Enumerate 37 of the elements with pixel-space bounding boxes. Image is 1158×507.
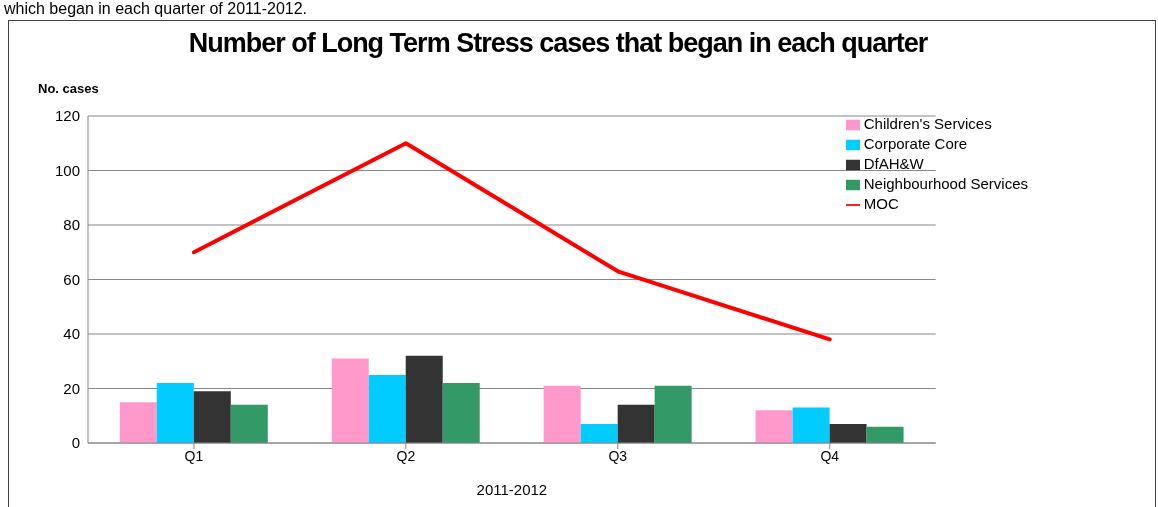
bar bbox=[442, 383, 480, 443]
y-tick-label: 80 bbox=[63, 216, 80, 234]
y-tick-label: 20 bbox=[63, 379, 80, 397]
bar bbox=[866, 426, 904, 443]
text: which began in each quarter of 2011-2012. bbox=[4, 0, 308, 17]
bar bbox=[331, 358, 369, 443]
legend-label: DfAH&W bbox=[863, 155, 924, 172]
y-tick-label: 120 bbox=[54, 107, 80, 125]
legend-label: Neighbourhood Services bbox=[863, 175, 1028, 192]
x-tick-label: Q3 bbox=[608, 447, 628, 464]
bar bbox=[156, 383, 194, 443]
bar bbox=[829, 423, 867, 443]
chart-title: Number of Long Term Stress cases that began in each quarter bbox=[187, 27, 929, 60]
y-tick-label: 60 bbox=[63, 270, 80, 288]
bar bbox=[368, 374, 406, 443]
y-axis-title: No. cases bbox=[38, 81, 99, 96]
bar bbox=[230, 404, 268, 443]
y-tick-label: 0 bbox=[71, 434, 80, 452]
x-tick-label: Q2 bbox=[396, 447, 416, 464]
y-tick-label: 40 bbox=[63, 325, 80, 343]
bar bbox=[580, 423, 618, 443]
x-tick-label: Q4 bbox=[820, 447, 840, 464]
bar bbox=[405, 355, 443, 443]
x-axis-title: 2011-2012 bbox=[476, 481, 548, 498]
legend-label: MOC bbox=[863, 195, 899, 212]
legend-label: Corporate Core bbox=[863, 135, 968, 152]
bar bbox=[755, 410, 793, 443]
x-tick-label: Q1 bbox=[184, 447, 204, 464]
legend-label: Children's Services bbox=[863, 115, 992, 132]
bar bbox=[193, 391, 231, 443]
bar bbox=[654, 385, 692, 443]
bar bbox=[119, 402, 157, 443]
line-series bbox=[191, 141, 832, 342]
bar bbox=[792, 407, 830, 443]
bar bbox=[617, 404, 655, 443]
y-tick-label: 100 bbox=[54, 161, 80, 179]
bar bbox=[543, 385, 581, 443]
